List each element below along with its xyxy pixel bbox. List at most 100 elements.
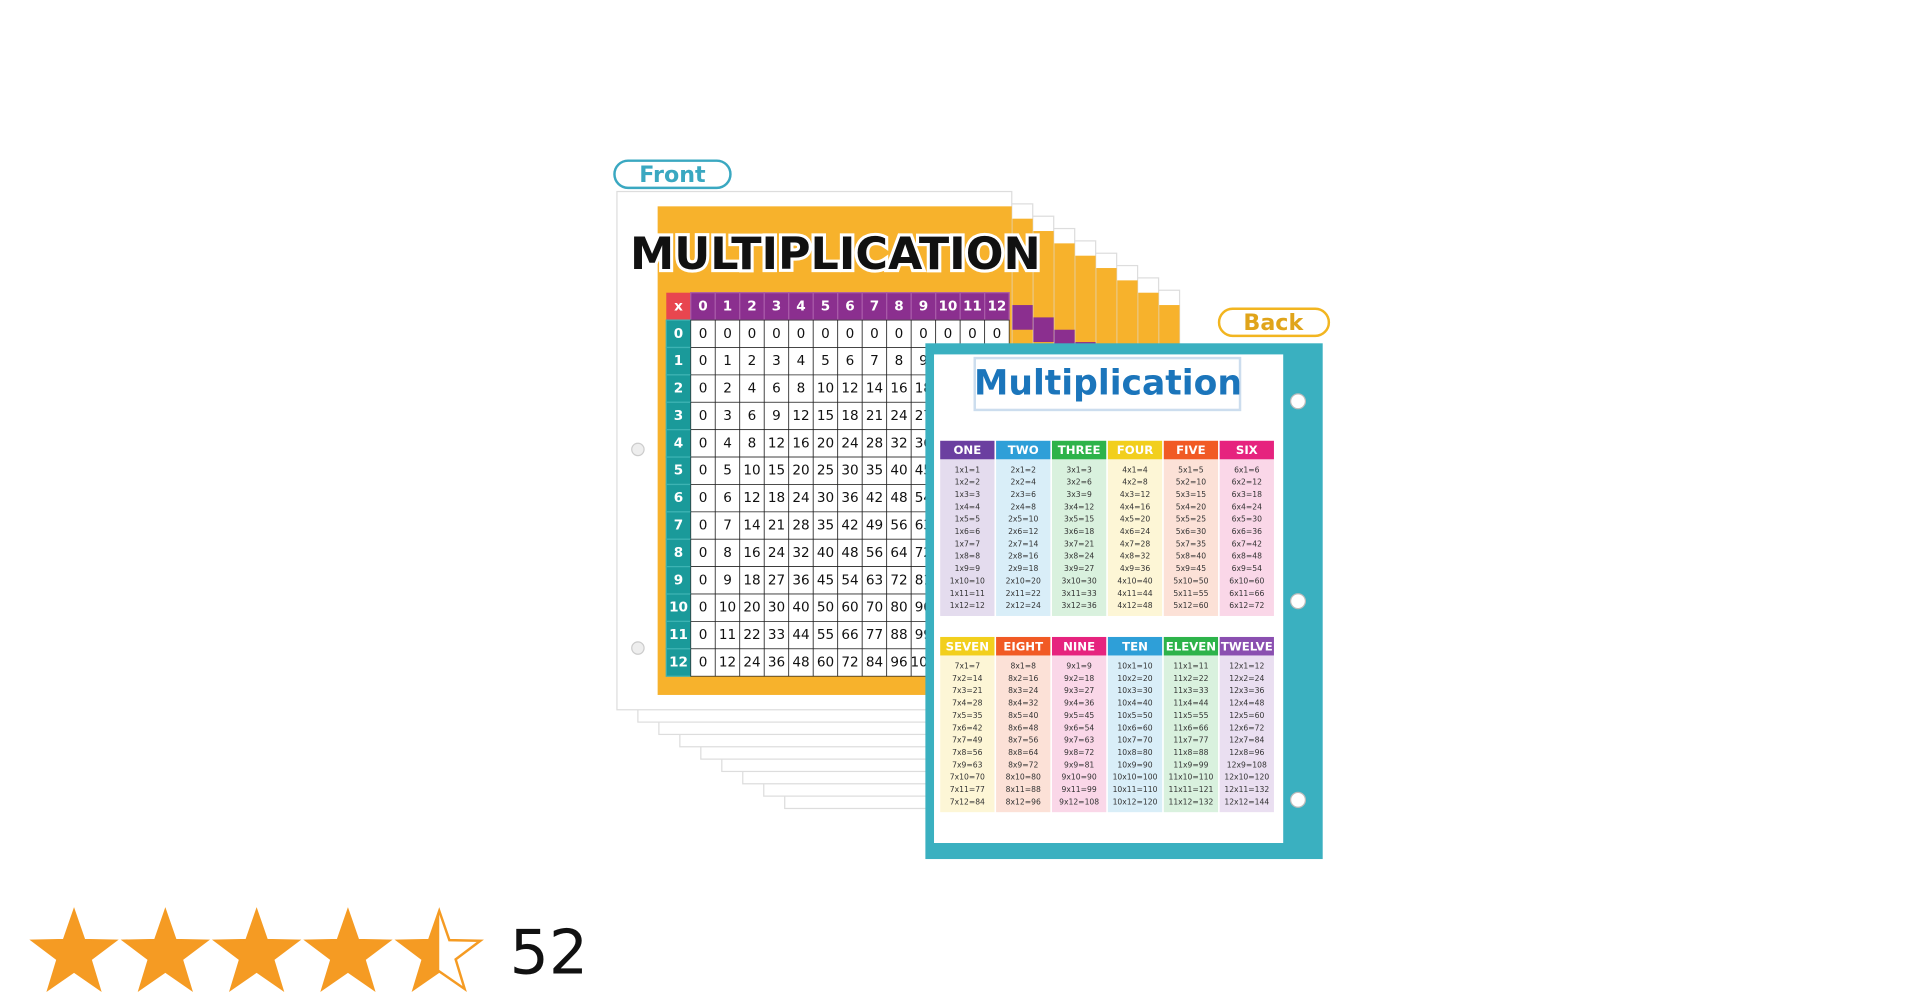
cell: [812, 401, 839, 431]
column-label: 12: [987, 298, 1006, 314]
row-label: 0: [674, 326, 683, 342]
cell: [714, 621, 741, 650]
cell: [812, 566, 839, 595]
cell: [763, 319, 790, 348]
cell-value: 0: [723, 326, 732, 342]
cell-value: 56: [866, 545, 883, 561]
hole: [631, 245, 645, 259]
cell: [812, 648, 839, 677]
row-label: 7: [674, 518, 683, 534]
equation: 11x1=11: [1173, 662, 1208, 671]
cell-value: 30: [841, 463, 858, 479]
cell: [886, 621, 912, 650]
equation: 6x1=6: [1234, 465, 1260, 474]
equation: 12x3=36: [1229, 686, 1264, 695]
cell-value: 2: [748, 353, 757, 369]
table-name: ONE: [953, 443, 981, 457]
row-label: 8: [674, 545, 683, 561]
equation: 12x6=72: [1229, 723, 1264, 732]
cell-value: 49: [866, 518, 883, 534]
cell-value: 4: [723, 435, 732, 451]
equation: 3x4=12: [1064, 502, 1094, 511]
table-head: [940, 440, 995, 460]
equation: 11x8=88: [1173, 748, 1208, 757]
cell-value: 16: [743, 545, 760, 561]
table-name: NINE: [1063, 639, 1095, 653]
cell-value: 12: [719, 654, 736, 670]
column-label: 0: [698, 298, 707, 314]
column-label: 10: [938, 298, 957, 314]
cell-value: 72: [890, 572, 907, 588]
row-label: 9: [674, 572, 683, 588]
cell: [788, 566, 814, 595]
table-head: [1163, 636, 1219, 656]
equation: 5x5=25: [1176, 515, 1206, 524]
equation: 12x7=84: [1229, 736, 1264, 745]
equation: 5x11=55: [1173, 589, 1208, 598]
cell-value: 0: [699, 518, 708, 534]
cell: [935, 319, 961, 348]
equation: 5x4=20: [1176, 502, 1206, 511]
equation: 2x4=8: [1010, 502, 1036, 511]
cell: [886, 484, 912, 513]
table-head: [1219, 440, 1274, 460]
cell-value: 20: [817, 435, 834, 451]
equation: 8x7=56: [1008, 736, 1038, 745]
cell-value: 36: [768, 654, 785, 670]
cell: [739, 456, 765, 485]
cell-value: 22: [743, 627, 760, 643]
cell-value: 21: [866, 408, 883, 424]
equation: 11x12=132: [1168, 797, 1213, 806]
column-label: 3: [772, 298, 781, 314]
table-body: [1163, 655, 1219, 813]
equation: 8x6=48: [1008, 723, 1038, 732]
cell: [837, 319, 863, 348]
cell: [739, 374, 765, 403]
equation: 6x4=24: [1232, 502, 1262, 511]
cell-value: 70: [866, 600, 883, 616]
cell-value: 24: [841, 435, 858, 451]
cell: [763, 648, 790, 677]
cell-value: 0: [699, 490, 708, 506]
equation: 4x7=28: [1120, 539, 1150, 548]
cell-value: 8: [895, 353, 904, 369]
equation: 12x8=96: [1229, 748, 1264, 757]
cell-value: 60: [817, 654, 834, 670]
cell: [861, 456, 888, 485]
cell: [788, 511, 814, 540]
cell: [690, 347, 716, 376]
table-body: [940, 655, 995, 813]
cell-value: 12: [743, 490, 760, 506]
equation: 8x9=72: [1008, 760, 1038, 769]
back-pill: [1217, 307, 1331, 338]
cell-value: 50: [817, 600, 834, 616]
equation: 4x5=20: [1120, 515, 1150, 524]
equation: 8x1=8: [1010, 662, 1036, 671]
cell-value: 10: [743, 463, 760, 479]
equation: 2x6=12: [1008, 527, 1038, 536]
cell: [739, 621, 765, 650]
cell-value: 54: [841, 572, 858, 588]
cell: [837, 347, 863, 376]
cell: [861, 648, 888, 677]
equation: 8x8=64: [1008, 748, 1038, 757]
equation: 12x1=12: [1229, 662, 1264, 671]
equation: 10x11=110: [1113, 785, 1158, 794]
cell-value: 28: [792, 518, 809, 534]
cell: [763, 456, 790, 485]
table-body: [940, 459, 995, 616]
cell: [837, 621, 863, 650]
row-head: [665, 620, 692, 650]
row-head: [665, 346, 692, 376]
cell: [812, 538, 839, 567]
equation: 4x12=48: [1117, 601, 1152, 610]
table-name: THREE: [1058, 443, 1101, 457]
column-label: 6: [845, 298, 854, 314]
cell-value: 42: [866, 490, 883, 506]
cell-value: 64: [890, 545, 907, 561]
equation: 3x7=21: [1064, 539, 1094, 548]
cell-value: 20: [792, 463, 809, 479]
cell: [886, 319, 912, 348]
cell-value: 5: [723, 463, 732, 479]
